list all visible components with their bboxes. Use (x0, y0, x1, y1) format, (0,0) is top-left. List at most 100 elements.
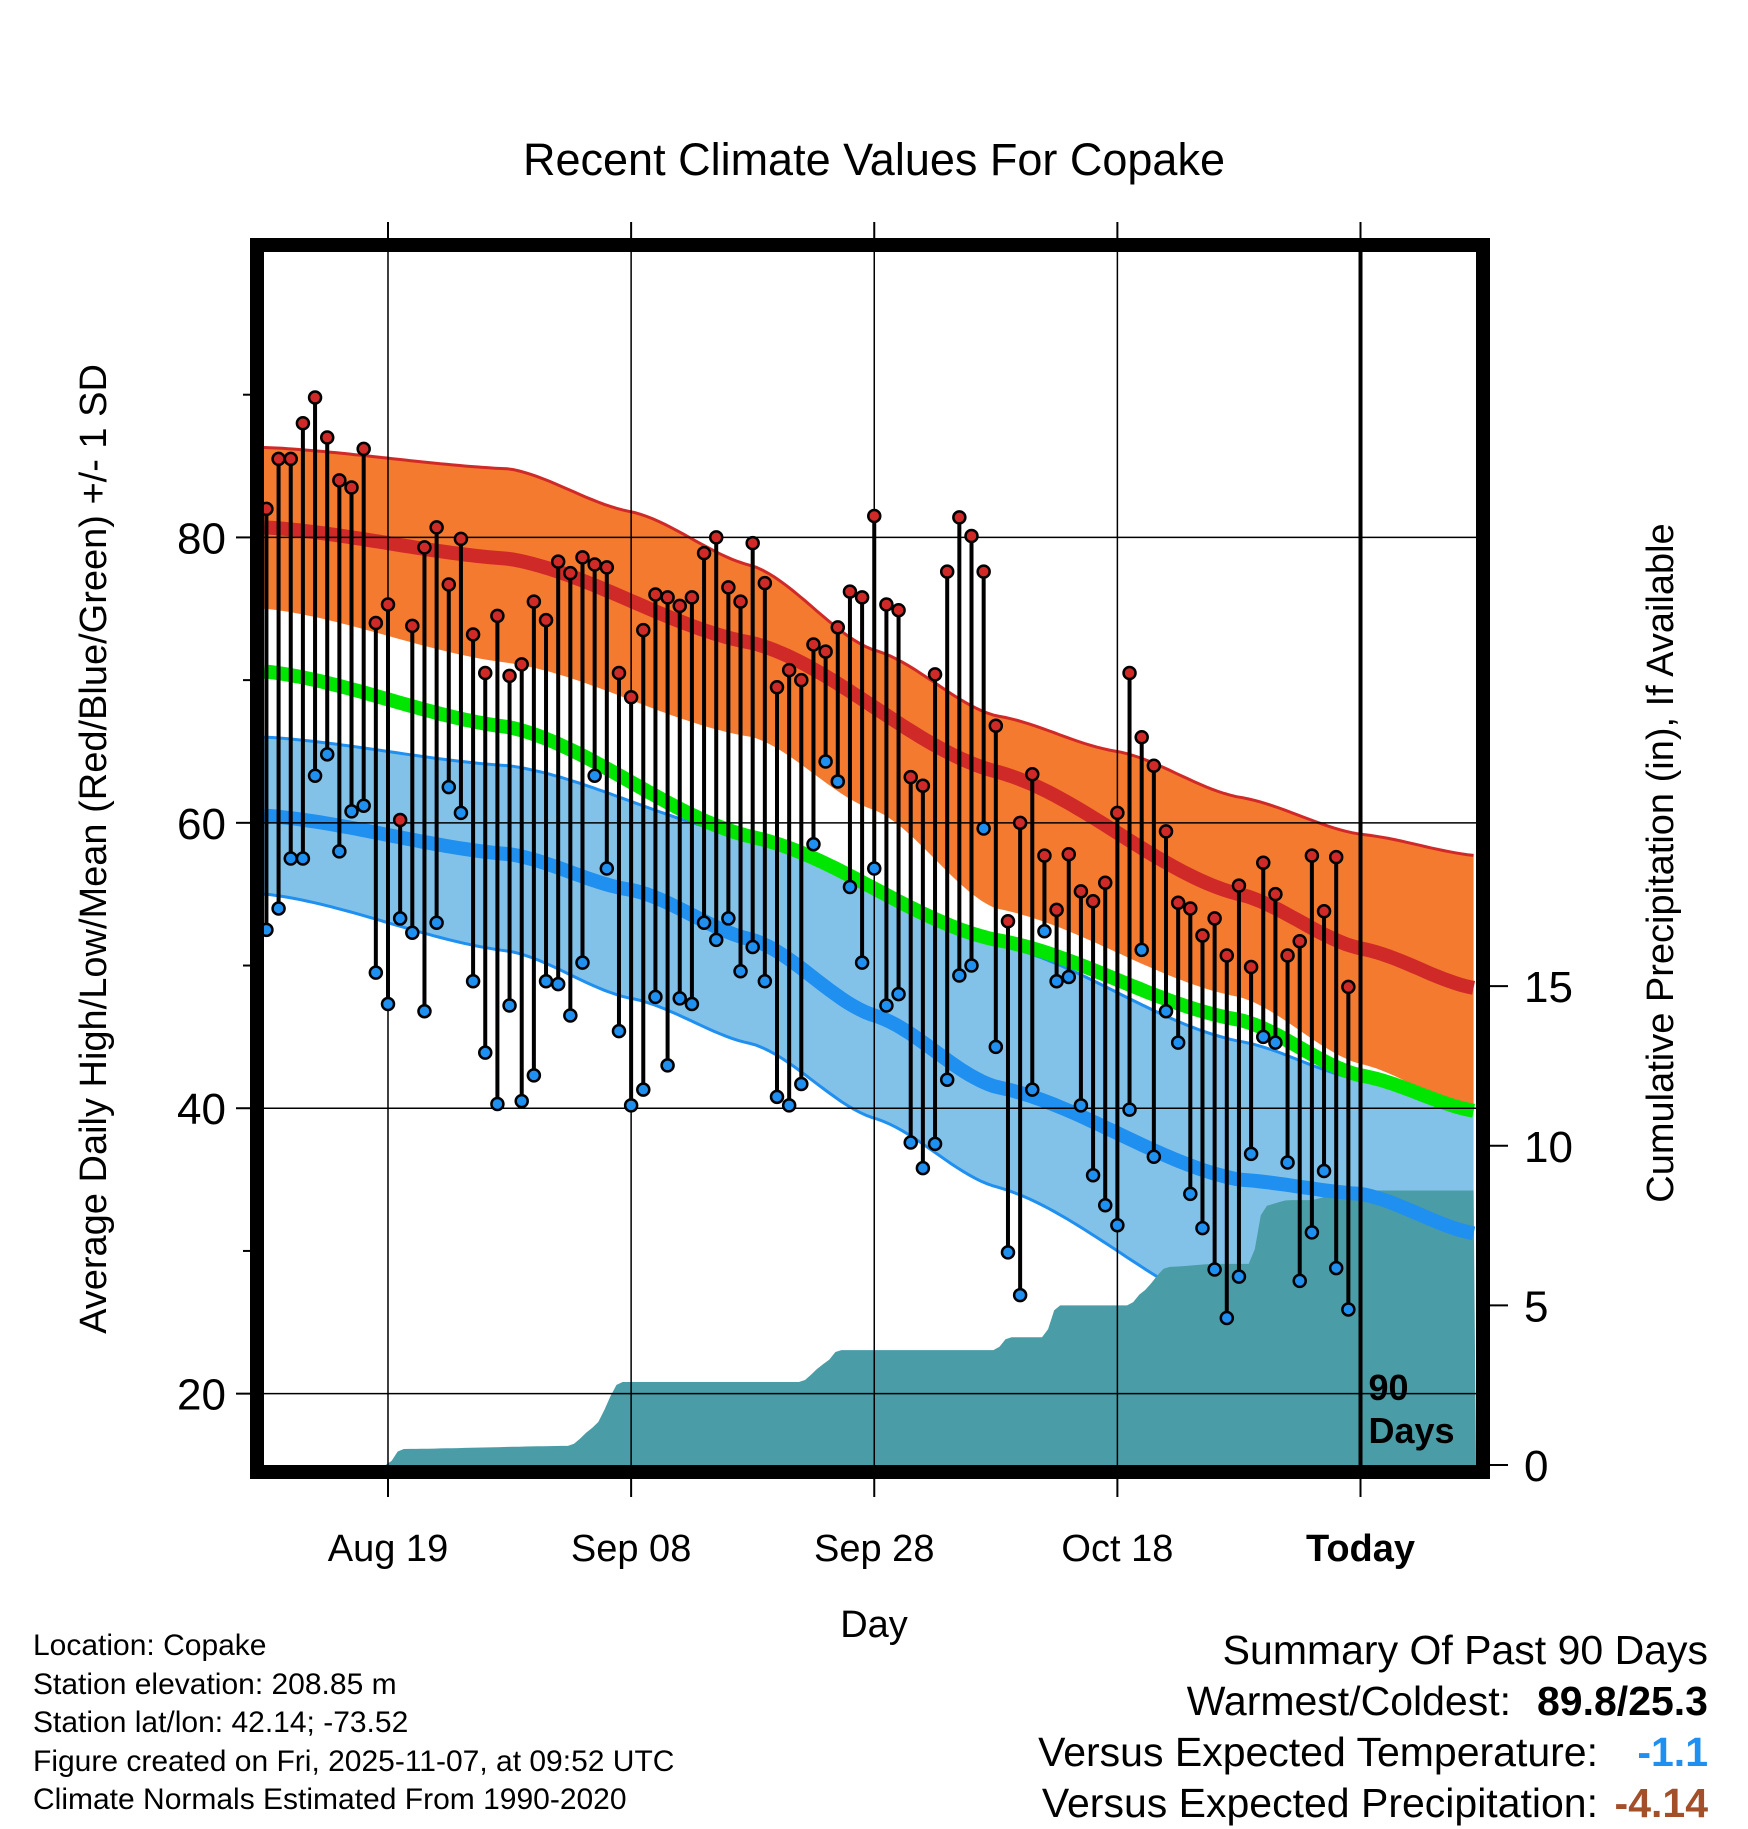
daily-high-point (368, 615, 384, 631)
daily-low-point (1037, 924, 1052, 939)
warm-cold-value: 89.8/25.3 (1537, 1678, 1708, 1724)
daily-high-point (1256, 855, 1271, 871)
summary-temp-departure: Versus Expected Temperature: -1.1 (1038, 1727, 1708, 1778)
daily-low-point (891, 986, 906, 1002)
daily-high-point (1061, 846, 1077, 862)
daily-low-point (453, 805, 469, 821)
daily-high-point (636, 622, 651, 638)
chart-title: Recent Climate Values For Copake (523, 134, 1225, 185)
daily-high-point (721, 580, 736, 595)
daily-low-point (587, 768, 602, 783)
daily-high-point (733, 594, 748, 609)
daily-low-point (550, 976, 566, 992)
daily-low-point (1025, 1082, 1040, 1097)
daily-low-point (818, 754, 833, 769)
temp-departure-label: Versus Expected Temperature: (1038, 1729, 1598, 1775)
daily-low-point (380, 996, 396, 1012)
figure-created: Figure created on Fri, 2025-11-07, at 09… (33, 1744, 675, 1778)
daily-low-point (1316, 1163, 1332, 1179)
daily-low-point (1134, 942, 1149, 958)
daily-high-point (344, 480, 359, 495)
daily-low-point (417, 1003, 432, 1019)
daily-high-point (1207, 911, 1222, 926)
daily-low-point (976, 821, 991, 836)
precip-departure-value: -4.14 (1614, 1780, 1708, 1826)
daily-low-point (575, 955, 590, 970)
daily-high-point (1219, 948, 1235, 963)
x-tick-label: Sep 28 (814, 1528, 934, 1570)
daily-high-point (1316, 904, 1332, 919)
daily-low-point (1207, 1262, 1222, 1277)
daily-low-point (757, 973, 773, 989)
daily-low-point (1073, 1098, 1089, 1113)
daily-high-point (1073, 884, 1089, 899)
daily-low-point (332, 844, 347, 859)
daily-low-point (1341, 1302, 1356, 1317)
summary-precip-departure: Versus Expected Precipitation: -4.14 (1038, 1778, 1708, 1829)
daily-high-point (332, 473, 347, 488)
daily-high-point (879, 597, 894, 612)
daily-low-point (842, 879, 858, 895)
daily-high-point (1158, 824, 1174, 839)
daily-low-point (636, 1082, 651, 1097)
y-tick-label: 20 (177, 1371, 226, 1420)
daily-high-point (563, 565, 578, 581)
daily-high-point (1146, 758, 1162, 773)
daily-high-point (1341, 979, 1356, 995)
daily-high-point (1231, 878, 1247, 893)
daily-low-point (319, 747, 335, 762)
daily-low-point (623, 1098, 639, 1113)
daily-high-point (490, 608, 505, 624)
daily-low-point (769, 1089, 785, 1105)
y-tick-label: 60 (177, 800, 226, 849)
normal-high-line (264, 520, 1476, 995)
daily-high-point (806, 637, 821, 652)
daily-low-point (721, 911, 736, 926)
daily-low-point (1158, 1003, 1174, 1019)
daily-high-point (538, 612, 554, 628)
temp-departure-value: -1.1 (1637, 1729, 1708, 1775)
daily-high-point (1134, 729, 1149, 745)
daily-low-point (939, 1072, 955, 1087)
daily-low-point (648, 989, 663, 1005)
daily-low-point (708, 932, 724, 948)
daily-low-point (1304, 1225, 1320, 1240)
daily-high-point (453, 531, 469, 547)
daily-low-point (477, 1045, 493, 1060)
daily-high-point (1122, 665, 1137, 681)
daily-low-point (344, 804, 359, 819)
y2-axis-label: Cumulative Precipitation (in), If Availa… (1640, 523, 1682, 1202)
daily-low-point (733, 963, 748, 979)
daily-low-point (563, 1008, 578, 1023)
daily-low-point (1097, 1198, 1113, 1213)
daily-high-point (550, 554, 566, 569)
daily-high-point (477, 665, 493, 681)
y2-tick-label: 15 (1524, 963, 1573, 1012)
y-tick-label: 40 (177, 1085, 226, 1134)
normals-period: Climate Normals Estimated From 1990-2020 (33, 1783, 627, 1816)
daily-low-point (830, 774, 846, 789)
daily-low-point (903, 1135, 918, 1150)
daily-high-point (672, 598, 688, 614)
daily-high-point (502, 668, 517, 684)
daily-low-point (264, 922, 274, 938)
daily-high-point (757, 575, 773, 591)
daily-low-point (1268, 1035, 1283, 1050)
daily-high-point (708, 530, 724, 545)
daily-high-point (794, 672, 809, 688)
summary-panel: Summary Of Past 90 Days Warmest/Coldest:… (1038, 1625, 1708, 1829)
daily-high-point (939, 564, 955, 579)
daily-low-point (854, 955, 870, 970)
daily-high-point (952, 510, 967, 525)
daily-low-point (611, 1023, 627, 1039)
normal-low-line (264, 808, 1476, 1241)
low-sd-band (264, 737, 1474, 1422)
daily-low-point (271, 901, 286, 916)
daily-high-point (1000, 914, 1016, 929)
x-tick-label: Aug 19 (328, 1528, 448, 1570)
daily-high-point (769, 680, 785, 695)
daily-high-point (623, 689, 639, 705)
